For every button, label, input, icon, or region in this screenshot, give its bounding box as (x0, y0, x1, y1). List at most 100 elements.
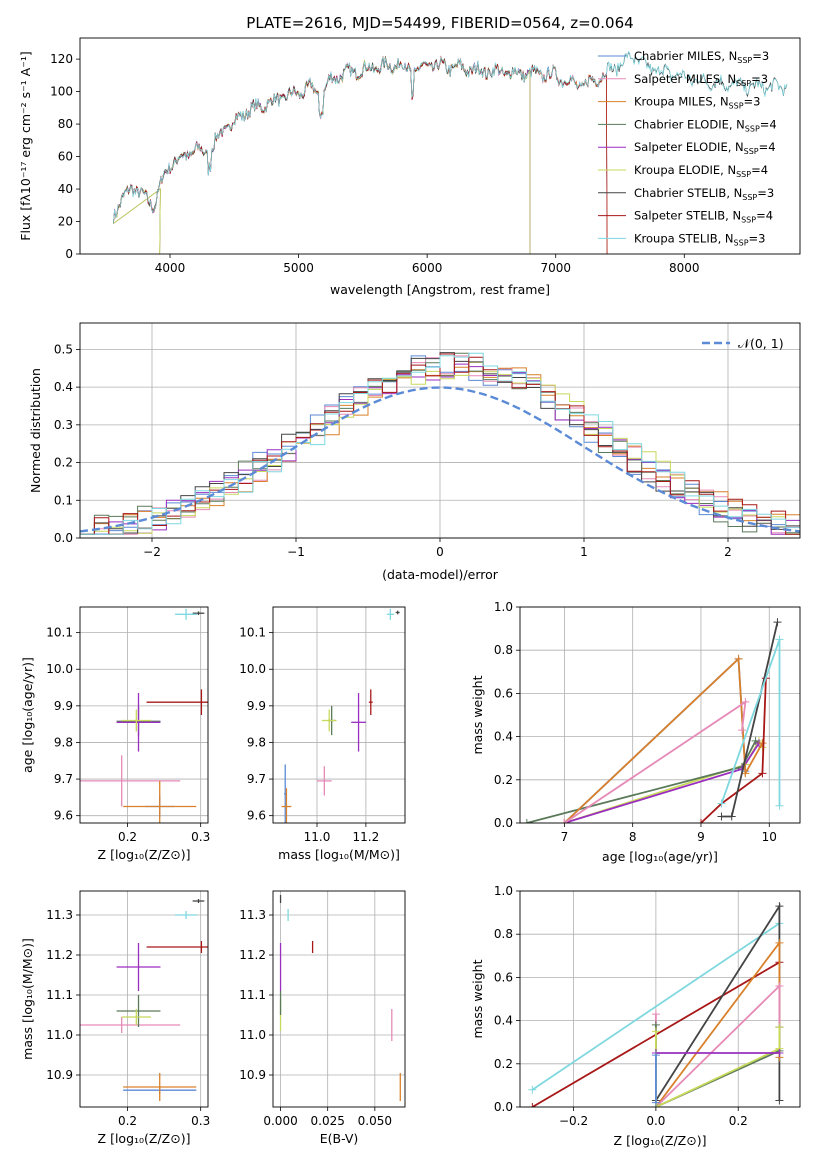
weight-marker-chabrier_stelib (775, 1096, 784, 1105)
x-axis-label: Z [log₁₀(Z/Z⊙)] (614, 1133, 707, 1148)
weight-marker-salpeter_miles (775, 982, 784, 991)
age_vs_mass-frame (272, 606, 406, 824)
legend-label-chabrier_stelib: Chabrier STELIB, NSSP=3 (634, 186, 774, 202)
y-tick-label: 9.8 (247, 735, 266, 749)
y-axis-label: mass weight (470, 675, 485, 754)
legend-label-kroupa_stelib: Kroupa STELIB, NSSP=3 (634, 231, 765, 247)
y-axis-label: Flux [fλ10⁻¹⁷ erg cm⁻² s⁻¹ A⁻¹] (18, 51, 33, 240)
legend-label-chabrier_elodie: Chabrier ELODIE, NSSP=4 (634, 117, 777, 133)
x-tick-label: 8 (629, 830, 637, 844)
mass_vs_Z-frame (79, 890, 209, 1108)
x-tick-label: 0 (436, 545, 444, 559)
x-tick-label: 0.050 (358, 1114, 392, 1128)
y-tick-label: 0.3 (54, 418, 73, 432)
age_vs_Z-frame (79, 606, 209, 824)
weight-line-kroupa_miles (563, 656, 764, 823)
y-tick-label: 40 (58, 182, 73, 196)
y-tick-label: 0.4 (54, 380, 73, 394)
y-tick-label: 9.8 (54, 735, 73, 749)
weight_vs_age-axes: 7 8 9 10 0.0 0.2 0.4 0.6 0.8 1.0 age [log₁₀(age/yr… (470, 600, 800, 864)
y-tick-label: 10.0 (46, 662, 73, 676)
x-tick-label: 0.2 (729, 1114, 748, 1128)
mass_vs_ebv-points (279, 895, 401, 1101)
histogram-kroupa_stelib (80, 352, 800, 535)
normal-curve (80, 386, 800, 533)
y-tick-label: 10.0 (239, 662, 266, 676)
y-tick-label: 0.2 (54, 456, 73, 470)
weight-line-kroupa_miles (655, 940, 781, 1107)
weight-marker-kroupa_miles (734, 654, 743, 663)
weight-marker-kroupa_stelib (528, 1085, 537, 1094)
age_vs_mass-points (281, 608, 400, 823)
spectrum-axes: 4000 5000 6000 7000 8000 0 20 40 60 80 100 120 wavel… (18, 51, 700, 297)
x-tick-label: 5000 (283, 261, 314, 275)
y-tick-label: 10.1 (46, 626, 73, 640)
y-tick-label: 0.0 (494, 1100, 513, 1114)
y-tick-label: 0.0 (54, 531, 73, 545)
mass_vs_ebv-axes: 0.000 0.025 0.050 10.9 11.0 11.1 11.2 11.3 E(B-V… (239, 891, 405, 1146)
x-axis-label: mass [log₁₀(M/M⊙)] (278, 847, 400, 862)
x-tick-label: 0.2 (118, 1114, 137, 1128)
spectrum-legend: Chabrier MILES, NSSP=3 Salpeter MILES, NS… (598, 49, 777, 247)
age_vs_mass-axes: 11.0 11.2 9.6 9.7 9.8 9.9 10.0 10.1 mass [log₁₀(… (239, 607, 405, 862)
y-tick-label: 0.4 (494, 730, 513, 744)
weight-marker-salpeter_miles (651, 1010, 660, 1019)
x-axis-label: age [log₁₀(age/yr)] (602, 849, 718, 864)
y-tick-label: 80 (58, 117, 73, 131)
y-tick-label: 11.3 (239, 908, 266, 922)
x-tick-label: 6000 (412, 261, 443, 275)
y-tick-label: 10.9 (46, 1068, 73, 1082)
y-tick-label: 0.5 (54, 342, 73, 356)
y-tick-label: 9.7 (247, 772, 266, 786)
x-axis-label: (data-model)/error (382, 567, 499, 582)
y-tick-label: 0.0 (494, 816, 513, 830)
weight-marker-salpeter_miles (741, 698, 750, 707)
y-axis-label: Normed distribution (28, 368, 43, 493)
spectrum-line-kroupa_elodie (112, 55, 531, 254)
residual_hist-axes: −2 −1 0 1 2 0.0 0.1 0.2 0.3 0.4 0.5 (data-model)/er… (28, 323, 800, 582)
y-axis-label: mass weight (470, 959, 485, 1038)
x-tick-label: −2 (143, 545, 161, 559)
y-tick-label: 0.1 (54, 493, 73, 507)
x-tick-label: 0.2 (118, 830, 137, 844)
x-tick-label: 2 (724, 545, 732, 559)
spectrum-line-chabrier_elodie (112, 57, 531, 254)
y-tick-label: 11.2 (239, 948, 266, 962)
y-tick-label: 0.2 (494, 773, 513, 787)
weight-line-salpeter_elodie (564, 742, 760, 823)
weight-marker-kroupa_miles (758, 739, 767, 748)
x-tick-label: 11.0 (304, 830, 331, 844)
x-tick-label: 7 (561, 830, 569, 844)
weight-marker-chabrier_elodie (522, 819, 531, 823)
spectrum-series-group (112, 50, 788, 254)
x-tick-label: 1 (580, 545, 588, 559)
y-axis-label: age [log₁₀(age/yr)] (20, 657, 35, 773)
x-tick-label: 4000 (155, 261, 186, 275)
residual_hist-frame (79, 322, 801, 539)
weight-marker-salpeter_stelib (696, 819, 705, 823)
x-axis-label: wavelength [Angstrom, rest frame] (330, 282, 550, 297)
weight-line-salpeter_stelib (700, 678, 767, 823)
x-tick-label: 0.025 (311, 1114, 345, 1128)
y-tick-label: 9.9 (247, 699, 266, 713)
y-tick-label: 9.9 (54, 699, 73, 713)
x-tick-label: −0.2 (559, 1114, 588, 1128)
weight-line-salpeter_miles (563, 700, 747, 823)
spectrum-frame (79, 37, 801, 255)
y-tick-label: 10.9 (239, 1068, 266, 1082)
weight_vs_age-lines (522, 618, 784, 823)
y-tick-label: 1.0 (494, 884, 513, 898)
mass_vs_Z-axes: 0.2 0.3 10.9 11.0 11.1 11.2 11.3 Z [log₁₀(Z/Z⊙)… (20, 891, 210, 1146)
legend-label-salpeter_elodie: Salpeter ELODIE, NSSP=4 (634, 140, 776, 156)
histogram-legend: 𝒩(0, 1) (702, 336, 784, 351)
weight-marker-salpeter_miles (560, 819, 569, 823)
weight_vs_Z-frame (519, 890, 801, 1108)
x-tick-label: −1 (287, 545, 305, 559)
mass_vs_Z-points (80, 899, 208, 1101)
weight-marker-kroupa_stelib (775, 635, 784, 644)
weight-marker-chabrier_miles (651, 1098, 660, 1107)
y-tick-label: 9.6 (54, 809, 73, 823)
spectrum-line-salpeter_miles (113, 57, 608, 254)
y-tick-label: 0.8 (494, 927, 513, 941)
